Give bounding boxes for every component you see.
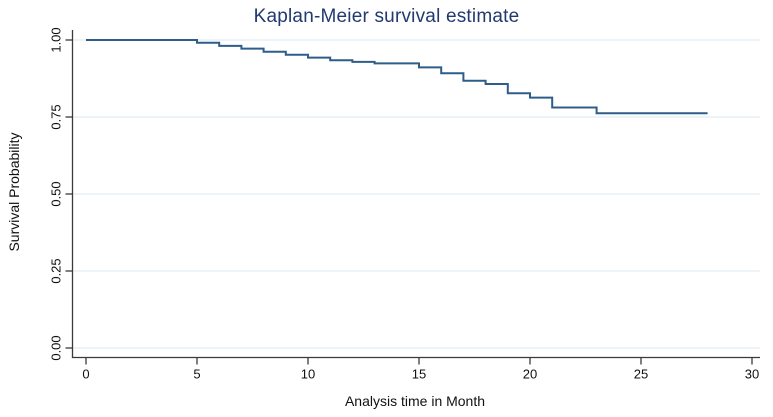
x-tick-label-30: 30 [745,367,759,382]
gridlines [73,39,760,349]
x-tick-label-10: 10 [301,367,315,382]
y-tick-label-0.25: 0.25 [48,258,63,283]
y-tick-label-0.75: 0.75 [48,104,63,129]
x-tick-label-15: 15 [412,367,426,382]
x-tick-label-25: 25 [634,367,648,382]
chart-title: Kaplan-Meier survival estimate [253,6,520,27]
y-tick-label-1.00: 1.00 [48,27,63,52]
x-tick-label-20: 20 [523,367,537,382]
y-tick-label-0.50: 0.50 [48,181,63,206]
y-tick-label-0.00: 0.00 [48,335,63,360]
x-tick-label-0: 0 [82,367,89,382]
survival-curve [86,39,708,115]
tick-marks [65,39,753,365]
survival-curve-group [86,39,708,115]
tick-labels: 0.00 0.25 0.50 0.75 1.00 0 5 10 15 20 25 30 [48,27,759,381]
x-axis-label: Analysis time in Month [344,393,486,409]
x-tick-label-5: 5 [193,367,200,382]
